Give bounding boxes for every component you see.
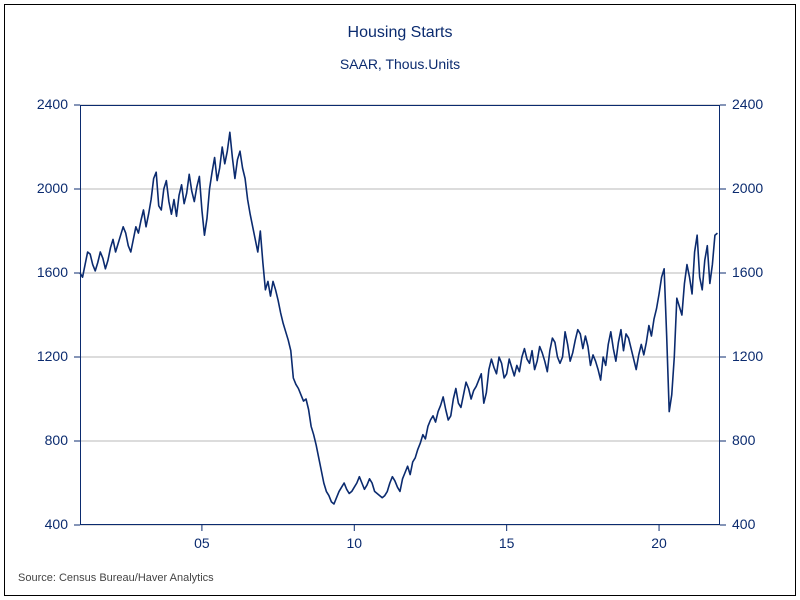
x-axis-label: 15 [487, 535, 527, 551]
y-axis-right-label: 2000 [732, 180, 763, 196]
y-axis-left-label: 1200 [18, 348, 68, 364]
y-axis-right-label: 1200 [732, 348, 763, 364]
x-axis-label: 05 [182, 535, 222, 551]
y-axis-left-label: 1600 [18, 264, 68, 280]
chart-svg [80, 105, 720, 525]
chart-series-line [80, 132, 717, 504]
y-axis-right-label: 400 [732, 516, 755, 532]
x-axis-label: 10 [334, 535, 374, 551]
chart-gridlines [80, 105, 720, 525]
y-axis-right-label: 800 [732, 432, 755, 448]
chart-source: Source: Census Bureau/Haver Analytics [18, 572, 214, 584]
y-axis-left-label: 2400 [18, 96, 68, 112]
chart-plot-area [80, 105, 720, 525]
chart-axis-border [81, 106, 720, 525]
y-axis-left-label: 2000 [18, 180, 68, 196]
y-axis-right-label: 2400 [732, 96, 763, 112]
chart-title: Housing Starts [0, 24, 800, 42]
y-axis-left-label: 800 [18, 432, 68, 448]
chart-subtitle: SAAR, Thous.Units [0, 56, 800, 72]
x-axis-label: 20 [639, 535, 679, 551]
y-axis-left-label: 400 [18, 516, 68, 532]
y-axis-right-label: 1600 [732, 264, 763, 280]
